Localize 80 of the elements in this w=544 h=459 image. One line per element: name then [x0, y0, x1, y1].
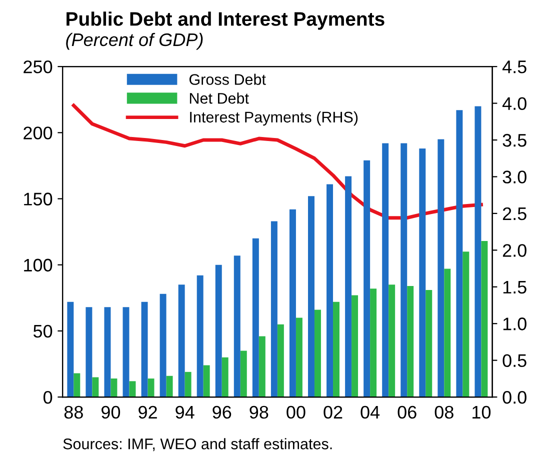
- y2-tick-label: 1.0: [503, 318, 526, 330]
- bar: [400, 143, 408, 398]
- bar: [462, 252, 470, 398]
- bar: [178, 284, 185, 398]
- bar: [166, 376, 173, 398]
- y2-tick-label: 3.5: [502, 134, 526, 147]
- x-tick-label: 00: [286, 406, 306, 419]
- y-tick-label: 50: [33, 324, 52, 338]
- bar: [333, 302, 340, 398]
- bar: [215, 264, 222, 398]
- bar: [382, 143, 389, 398]
- y2-tick-label: 2.0: [502, 244, 526, 257]
- x-tick-label: 88: [64, 406, 83, 419]
- bar: [296, 318, 302, 398]
- bar: [474, 106, 482, 398]
- chart-subtitle: (Percent of GDP): [66, 32, 203, 50]
- bar: [196, 275, 204, 398]
- y-tick-label: 150: [24, 192, 52, 206]
- bar: [314, 310, 321, 398]
- bar: [277, 324, 284, 398]
- legend-label: Gross Debt: [189, 74, 266, 85]
- y2-tick-label: 4.5: [502, 60, 526, 74]
- bar: [407, 286, 414, 398]
- bar: [104, 307, 111, 398]
- bar: [481, 241, 488, 398]
- legend-label: Interest Payments (RHS): [190, 111, 358, 126]
- source-note: Sources: IMF, WEO and staff estimates.: [63, 438, 332, 452]
- bar: [240, 350, 247, 398]
- y2-tick-label: 3.0: [502, 170, 526, 184]
- chart-title: Public Debt and Interest Payments: [66, 12, 384, 30]
- bar: [122, 307, 130, 398]
- y-tick-label: 0: [44, 390, 52, 404]
- y2-tick-label: 1.5: [503, 280, 526, 294]
- x-tick-label: 94: [176, 406, 194, 419]
- x-tick-label: 06: [398, 406, 416, 419]
- x-tick-label: 96: [212, 406, 232, 419]
- bar: [110, 378, 118, 398]
- x-tick-label: 90: [102, 406, 120, 419]
- bar: [258, 336, 266, 398]
- bar: [67, 302, 74, 398]
- bar: [438, 139, 444, 398]
- bar: [370, 288, 377, 398]
- y-tick-label: 250: [24, 60, 52, 74]
- bar: [289, 209, 296, 398]
- bar: [444, 268, 451, 398]
- bar: [92, 377, 99, 398]
- bar: [326, 184, 334, 398]
- x-tick-label: 08: [434, 406, 454, 419]
- x-tick-label: 92: [138, 406, 157, 419]
- bar: [419, 148, 426, 398]
- bar: [364, 160, 370, 398]
- x-tick-label: 98: [250, 406, 268, 419]
- bar: [86, 307, 92, 398]
- y2-tick-label: 0.0: [502, 390, 526, 404]
- bar: [203, 365, 210, 398]
- bar: [234, 256, 240, 398]
- y-tick-label: 200: [24, 126, 52, 140]
- x-tick-label: 10: [472, 406, 491, 419]
- y2-tick-label: 4.0: [502, 97, 526, 110]
- bar: [74, 373, 80, 398]
- bar: [160, 294, 166, 398]
- x-tick-label: 04: [360, 406, 380, 419]
- bar: [222, 357, 228, 398]
- legend-label: Net Debt: [190, 92, 249, 104]
- bar: [129, 381, 136, 398]
- bar: [184, 372, 192, 398]
- y2-tick-label: 0.5: [502, 354, 526, 368]
- y-tick-label: 100: [24, 258, 52, 272]
- bar: [148, 378, 154, 398]
- bar: [308, 196, 314, 398]
- bar: [388, 284, 396, 398]
- bar: [252, 238, 259, 398]
- bar: [345, 176, 352, 398]
- x-tick-label: 02: [324, 406, 342, 419]
- bar: [270, 221, 278, 398]
- bar: [141, 302, 148, 398]
- bar: [426, 290, 432, 398]
- bar: [352, 295, 358, 398]
- y2-tick-label: 2.5: [502, 207, 526, 220]
- bar: [456, 110, 463, 398]
